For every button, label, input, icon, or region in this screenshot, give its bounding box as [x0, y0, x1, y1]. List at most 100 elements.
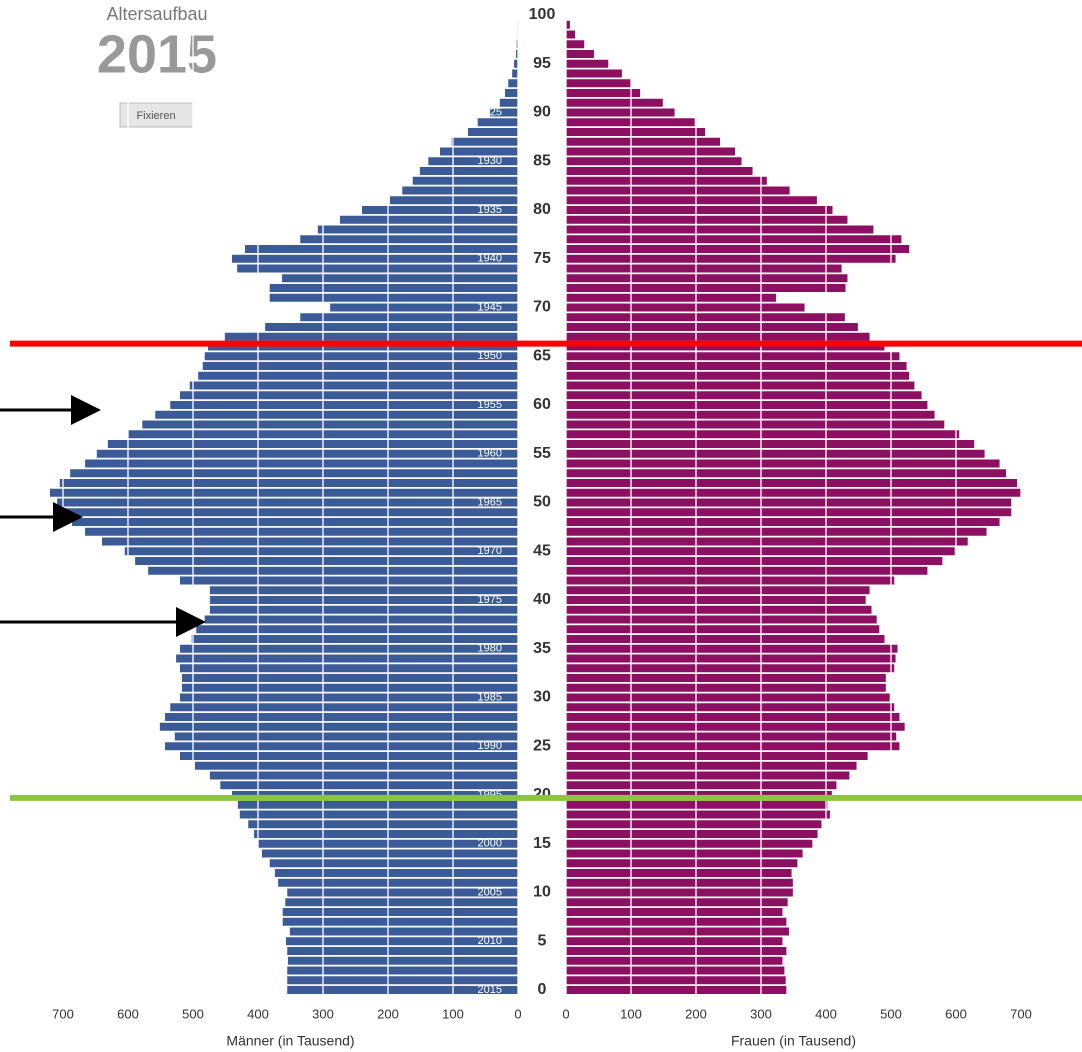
x-tick-label: 200 — [685, 1006, 707, 1021]
x-tick-label: 700 — [1010, 1006, 1032, 1021]
year-label: 1940 — [478, 253, 502, 265]
bar — [566, 654, 896, 663]
y-tick-label: 55 — [533, 445, 551, 462]
bar — [165, 742, 519, 751]
bar — [516, 50, 518, 58]
bar — [170, 703, 518, 712]
bar — [566, 966, 785, 975]
bar — [566, 50, 594, 58]
y-tick-label: 70 — [533, 299, 551, 316]
year-label: 2015 — [478, 984, 502, 996]
year-label: 1980 — [478, 643, 502, 655]
bar — [237, 800, 518, 809]
bar — [180, 576, 518, 585]
bar — [209, 586, 518, 595]
bar — [180, 664, 518, 673]
bar — [204, 615, 518, 624]
bar — [566, 596, 866, 604]
bar — [566, 79, 632, 88]
bar — [566, 761, 857, 770]
bar — [254, 830, 518, 838]
bar — [285, 937, 518, 946]
bar — [566, 30, 576, 39]
bar — [274, 869, 518, 877]
bar — [566, 693, 890, 702]
y-tick-label: 30 — [533, 689, 551, 706]
y-tick-label: 75 — [533, 250, 551, 267]
bar — [300, 235, 518, 244]
bar — [566, 849, 803, 858]
button-label[interactable]: Fixieren — [136, 110, 175, 122]
x-tick-label: 100 — [442, 1006, 464, 1021]
bar — [566, 937, 783, 946]
bar — [96, 449, 519, 458]
x-tick-label: 600 — [117, 1006, 139, 1021]
bar — [566, 245, 910, 253]
bar — [566, 147, 735, 156]
x-tick-label: 700 — [52, 1006, 74, 1021]
bar — [566, 781, 837, 790]
bar — [566, 440, 975, 448]
bar — [50, 488, 518, 497]
year-label: 1930 — [478, 155, 502, 167]
overlay — [0, 340, 1082, 801]
bar — [566, 108, 675, 117]
bar — [566, 420, 945, 429]
bar — [566, 137, 721, 146]
bar — [59, 479, 518, 487]
x-tick-label: 200 — [377, 1006, 399, 1021]
bar — [181, 674, 518, 682]
bar — [209, 605, 518, 614]
x-tick-label: 400 — [815, 1006, 837, 1021]
bar — [440, 147, 518, 156]
bar — [566, 69, 622, 78]
year-label: 1970 — [478, 545, 502, 557]
bar — [566, 371, 910, 380]
bar — [85, 459, 518, 468]
bar — [566, 469, 1007, 478]
bar — [566, 908, 783, 916]
bar — [194, 761, 518, 770]
bar — [512, 69, 518, 78]
bar — [248, 820, 518, 829]
bar — [278, 878, 518, 887]
bar — [102, 537, 518, 546]
y-tick-label: 10 — [533, 884, 551, 901]
bar — [566, 274, 848, 283]
bar — [566, 586, 870, 595]
bar — [566, 576, 895, 585]
bar — [265, 323, 518, 331]
year-label: 2000 — [478, 838, 502, 850]
bar — [566, 128, 706, 136]
y-tick-label: 90 — [533, 104, 551, 121]
bar — [566, 40, 585, 49]
bar — [566, 742, 900, 751]
bar — [237, 264, 518, 273]
y-tick-label: 0 — [538, 981, 547, 998]
bar — [142, 420, 519, 429]
bar — [566, 401, 928, 409]
bar — [566, 381, 915, 390]
axis-label: Frauen (in Tausend) — [731, 1033, 856, 1049]
bar — [72, 518, 518, 526]
bar — [566, 947, 787, 955]
bar — [85, 527, 518, 536]
bar — [261, 849, 518, 858]
bar — [490, 108, 518, 117]
bar — [566, 264, 842, 273]
bar — [566, 176, 767, 185]
year-label: 2010 — [478, 935, 502, 947]
bar — [566, 215, 848, 224]
bar — [566, 888, 793, 897]
x-tick-label: 300 — [750, 1006, 772, 1021]
bar — [566, 713, 900, 721]
bar — [566, 683, 886, 692]
bar — [566, 917, 787, 926]
year-label: 2005 — [478, 886, 502, 898]
bar — [107, 440, 518, 448]
fix-button[interactable]: Fixieren — [119, 102, 194, 128]
bar — [566, 752, 868, 760]
bar — [566, 488, 1021, 497]
y-tick-label: 5 — [538, 932, 547, 949]
